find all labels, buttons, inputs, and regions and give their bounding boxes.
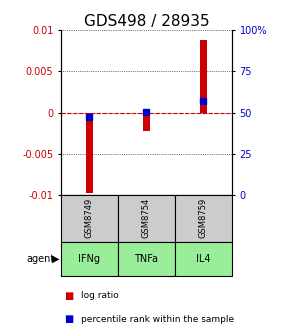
Text: GSM8759: GSM8759 (199, 198, 208, 238)
Text: ▶: ▶ (52, 254, 59, 263)
Bar (200, 40, 207, 113)
Title: GDS498 / 28935: GDS498 / 28935 (84, 14, 209, 29)
Text: GSM8754: GSM8754 (142, 198, 151, 238)
Text: ■: ■ (64, 291, 73, 301)
Text: GSM8749: GSM8749 (85, 198, 94, 238)
Text: agent: agent (27, 254, 55, 263)
Text: IFNg: IFNg (78, 254, 100, 263)
Text: percentile rank within the sample: percentile rank within the sample (81, 315, 234, 324)
Text: IL4: IL4 (196, 254, 211, 263)
Text: ■: ■ (64, 314, 73, 324)
Bar (143, 113, 150, 131)
Text: TNFa: TNFa (135, 254, 158, 263)
Bar (86, 113, 93, 193)
Text: log ratio: log ratio (81, 291, 119, 300)
